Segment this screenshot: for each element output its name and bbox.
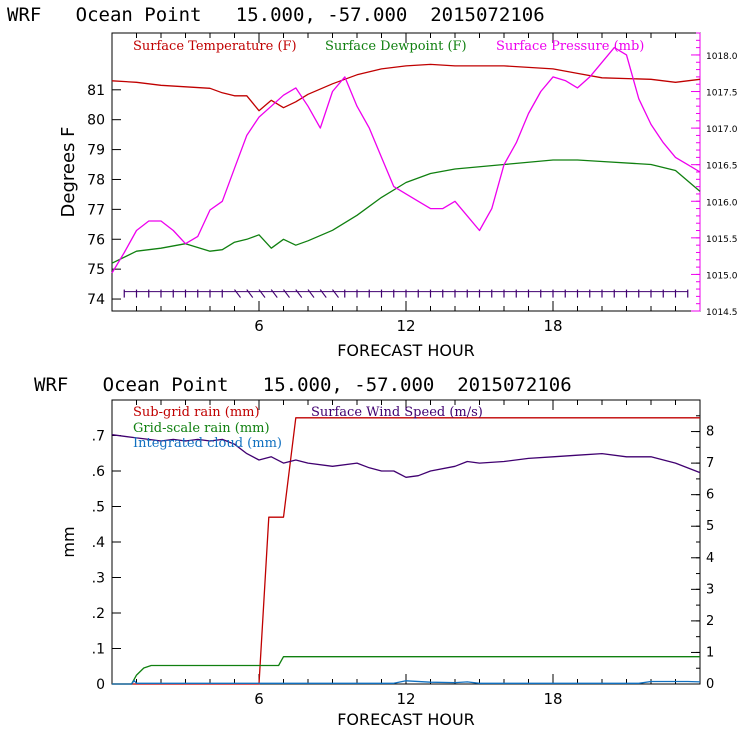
- y-tick-label: .1: [92, 642, 105, 658]
- y-tick-label: 77: [87, 202, 105, 218]
- y-tick-label: 76: [87, 232, 105, 248]
- y-tick-label: .6: [92, 464, 105, 480]
- wind-barb: [258, 289, 266, 298]
- wind-barb: [270, 289, 278, 298]
- y-tick-label: .3: [92, 571, 105, 587]
- top-x-axis-label: FORECAST HOUR: [337, 341, 475, 360]
- bottom-x-axis-label: FORECAST HOUR: [337, 710, 475, 729]
- wind-barb: [283, 289, 290, 298]
- bottom-right-y-axis: 0 1 2 3 4 5 6 7 8: [691, 399, 714, 692]
- y-tick-label: .2: [92, 606, 105, 622]
- series-line-1: [112, 417, 700, 685]
- series-line-1: [111, 63, 701, 112]
- legend-gridscale-rain: Grid-scale rain (mm): [133, 421, 270, 436]
- x-tick-label: 12: [396, 317, 415, 335]
- top-right-y-axis: 1014.5 1015.0 1015.5 1016.0 1016.5 1017.0 1017…: [691, 32, 738, 318]
- bottom-panel: WRF Ocean Point 15.000, -57.000 20150721…: [34, 374, 714, 729]
- legend-dewpoint: Surface Dewpoint (F): [325, 39, 467, 54]
- top-y-axis-label: Degrees F: [58, 127, 79, 218]
- bottom-x-axis: 6 12 18: [136, 400, 676, 708]
- y-tick-label: 81: [87, 83, 105, 99]
- top-series-group: [111, 46, 701, 274]
- bottom-chart-title: WRF Ocean Point 15.000, -57.000 20150721…: [34, 374, 572, 396]
- y-tick-right-label: 2: [706, 614, 714, 629]
- y-tick-right-label: 0: [706, 677, 714, 692]
- y-tick-right-label: 1015.0: [706, 271, 738, 281]
- wind-barb: [319, 289, 327, 298]
- legend-integrated-cloud: Integrated cloud (mm): [133, 436, 282, 451]
- y-tick-right-label: 1015.5: [706, 235, 738, 245]
- legend-subgrid-rain: Sub-grid rain (mm): [133, 405, 260, 420]
- wind-barbs: [123, 289, 689, 298]
- y-tick-right-label: 1018.0: [706, 52, 738, 62]
- y-tick-label: .7: [92, 429, 105, 445]
- legend-pressure: Surface Pressure (mb): [496, 39, 644, 54]
- y-tick-right-label: 8: [706, 425, 714, 440]
- y-tick-label: .5: [92, 500, 105, 516]
- x-tick-label: 6: [254, 317, 264, 335]
- x-tick-label: 18: [543, 690, 562, 708]
- legend-wind-speed: Surface Wind Speed (m/s): [311, 405, 483, 420]
- y-tick-right-label: 1016.0: [706, 198, 738, 208]
- y-tick-label: 0: [96, 677, 105, 693]
- y-tick-label: 74: [87, 292, 105, 308]
- x-tick-label: 12: [396, 690, 415, 708]
- wind-barb: [246, 289, 254, 298]
- bottom-left-y-axis: 0 .1 .2 .3 .4 .5 .6 .7: [92, 429, 121, 693]
- y-tick-right-label: 1017.0: [706, 125, 738, 135]
- y-tick-right-label: 1017.5: [706, 89, 738, 99]
- series-line-4: [111, 434, 701, 478]
- legend-temperature: Surface Temperature (F): [133, 39, 297, 54]
- y-tick-right-label: 3: [706, 582, 714, 597]
- series-line-3: [112, 679, 701, 685]
- series-line-2: [111, 159, 701, 264]
- top-panel: WRF Ocean Point 15.000, -57.000 20150721…: [7, 4, 738, 360]
- y-tick-right-label: 6: [706, 488, 714, 503]
- y-tick-label: 75: [87, 262, 105, 278]
- y-tick-right-label: 7: [706, 456, 714, 471]
- y-tick-label: .4: [92, 535, 105, 551]
- y-tick-right-label: 5: [706, 519, 714, 534]
- y-tick-right-label: 1: [706, 645, 714, 660]
- wind-barb: [332, 289, 339, 298]
- series-line-3: [111, 46, 701, 274]
- bottom-y-axis-label: mm: [59, 526, 78, 557]
- bottom-series-group: [111, 417, 701, 685]
- y-tick-label: 79: [87, 143, 105, 159]
- wind-barb: [295, 289, 303, 298]
- wind-barb: [234, 289, 241, 298]
- y-tick-right-label: 4: [706, 551, 714, 566]
- wind-barb: [307, 289, 315, 298]
- y-tick-label: 80: [87, 113, 105, 129]
- x-tick-label: 6: [254, 690, 264, 708]
- y-tick-right-label: 1014.5: [706, 308, 738, 318]
- top-chart-title: WRF Ocean Point 15.000, -57.000 20150721…: [7, 4, 545, 26]
- x-tick-label: 18: [543, 317, 562, 335]
- y-tick-right-label: 1016.5: [706, 162, 738, 172]
- top-x-axis: 6 12 18: [136, 33, 676, 335]
- top-left-y-axis: 74 75 76 77 78 79 80 81: [87, 83, 121, 308]
- y-tick-label: 78: [87, 172, 105, 188]
- top-plot-frame: [111, 32, 701, 312]
